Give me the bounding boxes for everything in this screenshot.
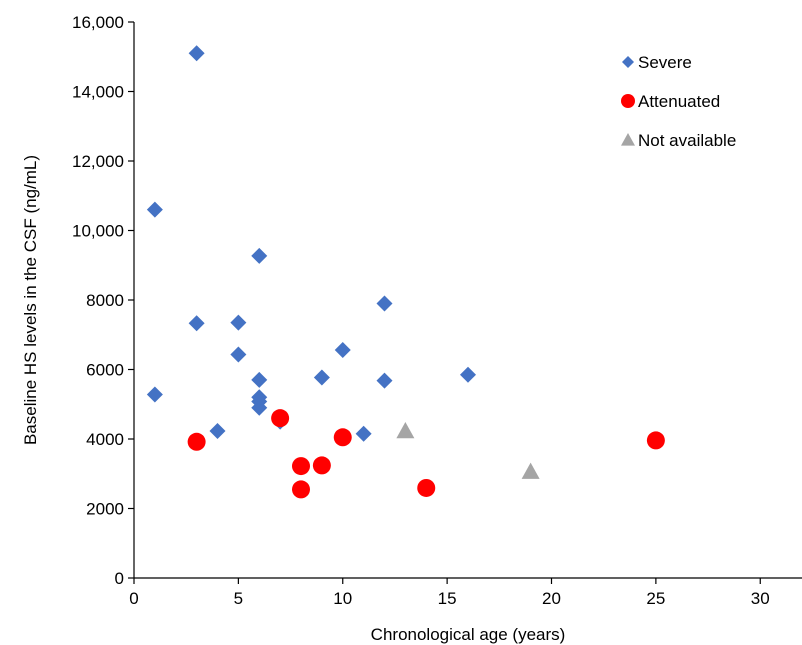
not-available-point (396, 422, 415, 439)
x-tick-label: 10 (333, 589, 352, 608)
x-tick-label: 0 (129, 589, 138, 608)
y-tick-label: 14,000 (72, 83, 124, 102)
y-ticks: 0 2000 4000 6000 8000 10,000 12,000 14,000 16,00… (72, 13, 134, 588)
x-tick-label: 30 (751, 589, 770, 608)
y-tick-label: 0 (115, 569, 124, 588)
x-tick-label: 25 (646, 589, 665, 608)
attenuated-point (271, 409, 290, 428)
attenuated-point (187, 432, 206, 451)
legend-label-not-available: Not available (638, 131, 736, 150)
y-tick-label: 8000 (86, 291, 124, 310)
attenuated-point (417, 478, 436, 497)
attenuated-point (646, 431, 665, 450)
x-ticks: 0 5 10 15 20 25 30 (129, 578, 770, 608)
not-available-point (521, 462, 540, 479)
severe-point (334, 342, 351, 359)
y-tick-label: 4000 (86, 430, 124, 449)
severe-point (460, 366, 476, 383)
severe-point (313, 369, 330, 386)
legend-marker-severe (622, 56, 634, 68)
y-axis-title: Baseline HS levels in the CSF (ng/mL) (21, 155, 40, 445)
legend-marker-attenuated (621, 94, 635, 108)
x-axis-title: Chronological age (years) (371, 625, 566, 644)
y-tick-label: 10,000 (72, 222, 124, 241)
attenuated-point (312, 456, 331, 475)
severe-point (230, 346, 247, 363)
legend-label-severe: Severe (638, 53, 692, 72)
severe-point (251, 247, 268, 264)
severe-point (251, 371, 268, 388)
plot-points (146, 45, 665, 499)
severe-point (251, 399, 268, 416)
severe-point (188, 315, 205, 332)
severe-point (355, 425, 372, 442)
y-tick-label: 2000 (86, 500, 124, 519)
y-tick-label: 16,000 (72, 13, 124, 32)
legend: Severe Attenuated Not available (621, 53, 736, 150)
legend-marker-not-available (621, 133, 635, 146)
attenuated-point (292, 457, 310, 476)
y-tick-label: 6000 (86, 361, 124, 380)
y-tick-label: 12,000 (72, 152, 124, 171)
severe-point (376, 372, 393, 389)
severe-point (146, 201, 163, 218)
x-tick-label: 15 (438, 589, 457, 608)
severe-point (188, 45, 205, 62)
attenuated-point (333, 428, 352, 447)
severe-point (376, 295, 393, 312)
severe-point (209, 423, 226, 440)
x-tick-label: 20 (542, 589, 561, 608)
x-tick-label: 5 (234, 589, 243, 608)
severe-point (230, 314, 247, 331)
severe-point (146, 386, 163, 403)
attenuated-point (292, 480, 310, 499)
legend-label-attenuated: Attenuated (638, 92, 720, 111)
